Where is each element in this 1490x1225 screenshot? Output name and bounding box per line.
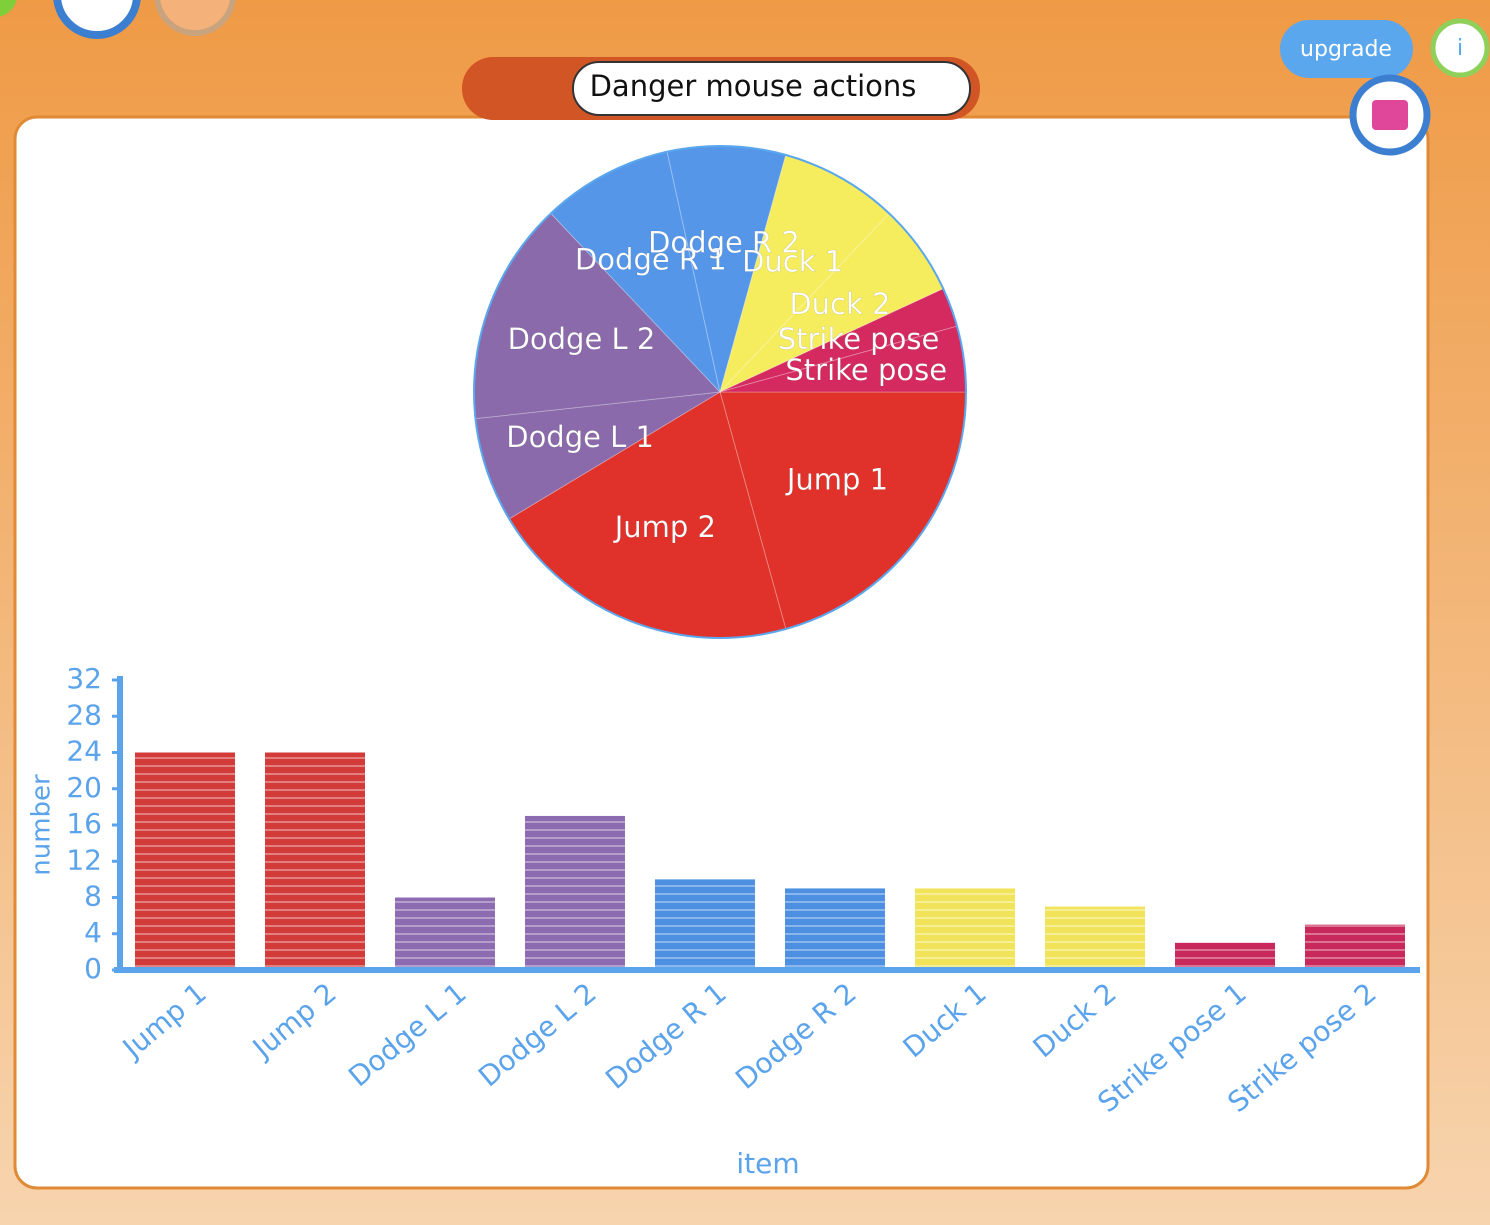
- bar-stripes: [915, 888, 1015, 970]
- y-tick-label: 20: [66, 771, 102, 804]
- bar-stripes: [785, 888, 885, 970]
- y-axis-title: number: [27, 774, 57, 876]
- nav-button[interactable]: [0, 0, 17, 17]
- bar-stripes: [1045, 906, 1145, 970]
- upgrade-button[interactable]: [1280, 20, 1413, 78]
- bar-stripes: [525, 815, 625, 970]
- bar-stripes: [265, 752, 365, 970]
- pie-label: Jump 1: [785, 462, 888, 496]
- pie-label: Strike pose: [785, 353, 947, 387]
- y-tick-label: 24: [66, 735, 102, 768]
- bar-stripes: [655, 879, 755, 970]
- pie-outline: [473, 145, 967, 639]
- bar-stripes: [1305, 924, 1405, 970]
- title: Danger mouse actions: [590, 69, 917, 103]
- pie-label: Jump 2: [613, 510, 716, 544]
- nav-button[interactable]: [154, 0, 236, 36]
- bar-stripes: [395, 897, 495, 970]
- pie-label: Dodge L 2: [508, 322, 656, 356]
- pie-label: Dodge R 2: [648, 225, 800, 259]
- bar-stripes: [135, 752, 235, 970]
- y-tick-label: 12: [66, 843, 102, 876]
- pie-label: Dodge L 1: [506, 420, 654, 454]
- info-button[interactable]: [1430, 18, 1490, 78]
- pie-label: Duck 2: [789, 287, 890, 321]
- y-tick-label: 4: [84, 916, 102, 949]
- title-field[interactable]: [572, 61, 971, 116]
- pie-label: Dodge R 1: [575, 243, 727, 277]
- y-tick-label: 28: [66, 698, 102, 731]
- image-icon: [1372, 100, 1408, 130]
- pie-label: Strike pose: [778, 322, 940, 356]
- pie-label: Duck 1: [742, 245, 843, 279]
- upgrade-label: upgrade: [1300, 37, 1392, 62]
- nav-button[interactable]: [53, 0, 141, 39]
- x-axis-title: item: [736, 1147, 799, 1180]
- y-tick-label: 0: [84, 952, 102, 985]
- info-label: i: [1457, 36, 1463, 61]
- y-tick-label: 8: [84, 880, 102, 913]
- y-tick-label: 16: [66, 807, 102, 840]
- bar-stripes: [1175, 942, 1275, 970]
- y-tick-label: 32: [66, 662, 102, 695]
